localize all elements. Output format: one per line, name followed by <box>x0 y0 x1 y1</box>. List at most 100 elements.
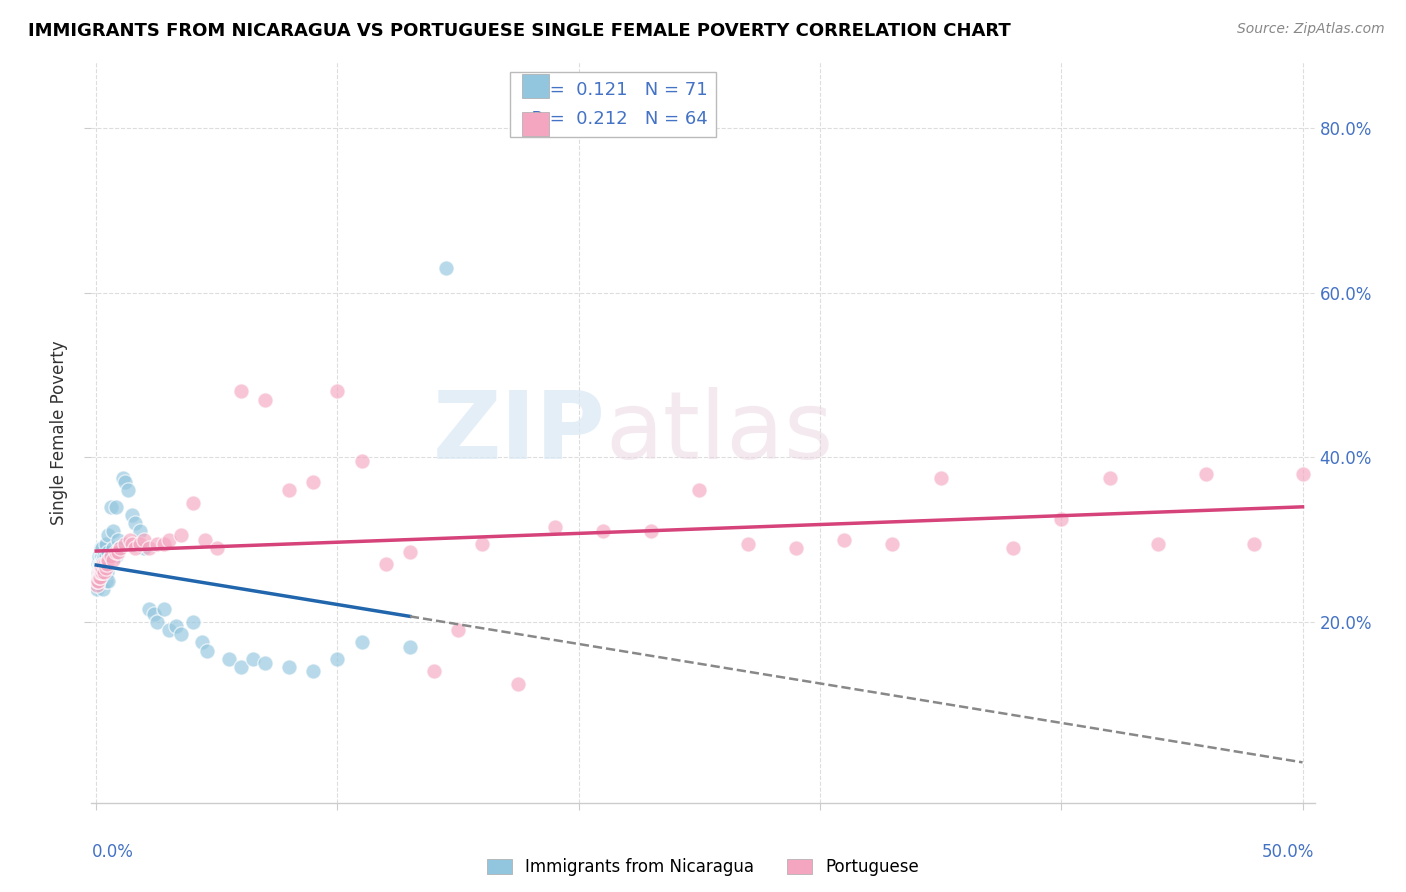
Point <box>87 574 110 588</box>
Point <box>254 656 277 670</box>
Point <box>96 536 118 550</box>
Point <box>118 533 141 547</box>
Point <box>91 549 114 563</box>
Point <box>94 574 117 588</box>
Point <box>89 561 111 575</box>
Point <box>100 500 122 514</box>
Text: 0.0%: 0.0% <box>91 843 134 861</box>
Point <box>737 536 759 550</box>
Point <box>157 623 180 637</box>
Y-axis label: Single Female Poverty: Single Female Poverty <box>51 341 69 524</box>
Point <box>96 566 118 580</box>
Point <box>399 640 422 654</box>
Point <box>101 553 124 567</box>
Point <box>218 652 240 666</box>
Point <box>1195 467 1218 481</box>
Point <box>93 566 115 580</box>
Point <box>91 566 114 580</box>
Point <box>90 566 112 580</box>
Point <box>785 541 807 555</box>
Point <box>89 549 111 563</box>
Point <box>97 553 120 567</box>
Point <box>1050 512 1073 526</box>
Point <box>90 558 112 572</box>
Point <box>128 536 150 550</box>
Point <box>110 541 132 555</box>
Point <box>93 558 115 572</box>
Point <box>169 627 191 641</box>
Point <box>302 475 325 489</box>
Point <box>152 602 174 616</box>
Point <box>87 574 110 588</box>
Point <box>278 483 301 498</box>
Point <box>929 471 952 485</box>
Point <box>91 541 114 555</box>
Point <box>114 536 136 550</box>
Point <box>93 558 115 572</box>
Bar <box>522 73 548 98</box>
Point <box>128 524 150 539</box>
Point <box>114 475 136 489</box>
Point <box>254 392 277 407</box>
Point <box>90 566 112 580</box>
Point <box>832 533 855 547</box>
Point <box>124 516 146 530</box>
Point <box>101 541 124 555</box>
Point <box>195 643 218 657</box>
Text: IMMIGRANTS FROM NICARAGUA VS PORTUGUESE SINGLE FEMALE POVERTY CORRELATION CHART: IMMIGRANTS FROM NICARAGUA VS PORTUGUESE … <box>28 22 1011 40</box>
Point <box>374 558 396 572</box>
Point <box>134 533 156 547</box>
Point <box>89 566 111 580</box>
Point <box>90 566 112 580</box>
Point <box>124 541 146 555</box>
Point <box>90 558 112 572</box>
Point <box>87 553 110 567</box>
Point <box>134 541 156 555</box>
Point <box>90 549 112 563</box>
Point <box>138 602 160 616</box>
Point <box>107 545 129 559</box>
Point <box>1243 536 1265 550</box>
Point <box>191 635 214 649</box>
Point <box>423 664 446 678</box>
Point <box>91 561 114 575</box>
Point <box>87 566 110 580</box>
Point <box>471 536 494 550</box>
Point <box>278 660 301 674</box>
Text: 50.0%: 50.0% <box>1263 843 1315 861</box>
Point <box>145 536 167 550</box>
Text: R =  0.121   N = 71
  R =  0.212   N = 64: R = 0.121 N = 71 R = 0.212 N = 64 <box>520 81 707 128</box>
Point <box>157 533 180 547</box>
Point <box>1291 467 1313 481</box>
Point <box>110 541 132 555</box>
Text: atlas: atlas <box>605 386 834 479</box>
Point <box>326 652 349 666</box>
Point <box>592 524 614 539</box>
Point <box>104 500 127 514</box>
Point <box>165 619 187 633</box>
Point <box>89 574 111 588</box>
Point <box>104 549 127 563</box>
Point <box>93 549 115 563</box>
Point <box>90 541 112 555</box>
Point <box>143 607 166 621</box>
Point <box>181 615 204 629</box>
Point <box>100 549 122 563</box>
Point <box>447 623 470 637</box>
Point <box>117 483 139 498</box>
Point <box>152 536 174 550</box>
Point <box>882 536 904 550</box>
Point <box>121 536 143 550</box>
Point <box>94 561 117 575</box>
Point <box>543 520 565 534</box>
Point <box>90 561 112 575</box>
Point <box>1146 536 1168 550</box>
Point <box>90 569 112 583</box>
Point <box>229 384 252 399</box>
Point <box>350 454 373 468</box>
Point <box>87 558 110 572</box>
Point <box>688 483 710 498</box>
Point <box>181 495 204 509</box>
Point <box>89 558 111 572</box>
Point <box>94 549 117 563</box>
